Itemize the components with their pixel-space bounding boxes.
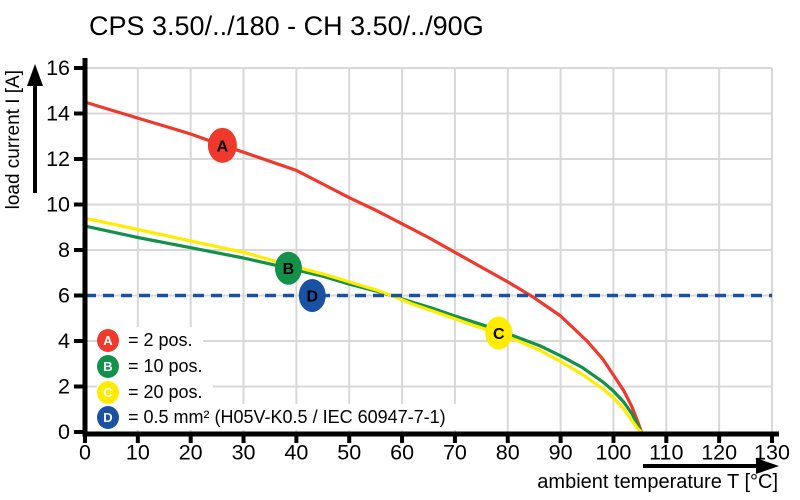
- legend-marker-A-icon: A: [97, 328, 119, 352]
- y-tick-label: 10: [46, 193, 70, 217]
- x-tick-label: 70: [443, 441, 467, 465]
- x-axis-title: ambient temperature T [°C]: [537, 471, 778, 493]
- legend-item-D: D = 0.5 mm² (H05V-K0.5 / IEC 60947-7-1): [97, 404, 456, 430]
- marker-D: [298, 279, 326, 312]
- y-tick-label: 4: [58, 329, 70, 353]
- legend-label-A: = 2 pos.: [128, 329, 193, 350]
- legend-label-C: = 20 pos.: [128, 381, 203, 402]
- legend-item-A: A = 2 pos.: [97, 327, 203, 353]
- x-tick-label: 30: [232, 441, 256, 465]
- legend-item-B: B = 10 pos.: [97, 353, 213, 379]
- legend-marker-B-icon: B: [97, 354, 119, 378]
- y-tick-label: 6: [58, 284, 70, 308]
- legend-item-C: C = 20 pos.: [97, 379, 213, 405]
- y-axis-arrowhead-icon: [27, 64, 43, 86]
- curve-A: [84, 100, 644, 433]
- x-tick-label: 60: [390, 441, 414, 465]
- marker-letter-A: A: [217, 138, 229, 155]
- marker-A: [207, 127, 237, 163]
- y-tick-label: 2: [58, 375, 70, 399]
- marker-letter-B: B: [283, 261, 295, 278]
- x-tick-label: 100: [596, 441, 632, 465]
- x-tick-label: 110: [649, 441, 683, 465]
- x-tick-label: 40: [284, 441, 308, 465]
- y-tick-label: 0: [58, 420, 70, 444]
- marker-letter-C: C: [493, 326, 505, 343]
- legend-label-D: = 0.5 mm² (H05V-K0.5 / IEC 60947-7-1): [128, 406, 446, 427]
- x-tick-label: 20: [179, 441, 203, 465]
- marker-C: [485, 316, 513, 350]
- x-tick-label: 0: [79, 441, 91, 465]
- x-tick-label: 50: [337, 441, 361, 465]
- chart-title: CPS 3.50/../180 - CH 3.50/../90G: [89, 11, 484, 41]
- y-axis-title: load current I [A]: [3, 70, 24, 210]
- marker-B: [274, 251, 302, 285]
- x-tick-label: 120: [701, 441, 737, 465]
- y-tick-label: 16: [46, 56, 70, 80]
- legend-marker-D-icon: D: [97, 405, 119, 429]
- x-tick-label: 80: [496, 441, 520, 465]
- y-tick-label: 12: [46, 147, 70, 171]
- y-tick-label: 14: [46, 102, 70, 126]
- x-axis-arrowhead-icon: [756, 458, 779, 474]
- y-tick-label: 8: [58, 238, 70, 262]
- x-tick-label: 10: [126, 441, 150, 465]
- legend-label-B: = 10 pos.: [128, 355, 203, 376]
- x-tick-label: 90: [549, 441, 573, 465]
- marker-letter-D: D: [306, 289, 318, 306]
- legend-marker-C-icon: C: [97, 380, 119, 404]
